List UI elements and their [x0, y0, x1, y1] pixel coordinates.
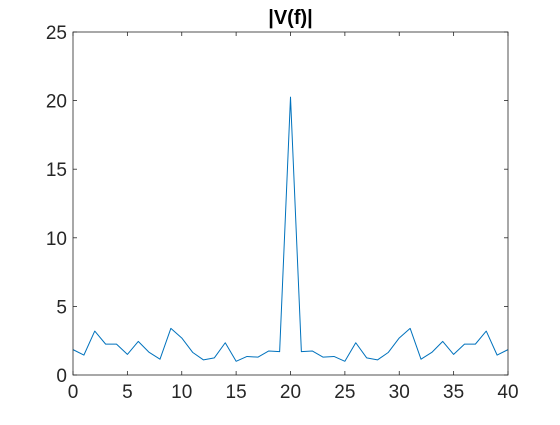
- x-tick-label: 0: [68, 382, 79, 403]
- y-tick-label: 20: [46, 92, 67, 113]
- series-line: [72, 96, 509, 362]
- x-axis: 0 5 10 15 20 25 30 35 40: [68, 32, 519, 403]
- x-tick-label: 10: [171, 382, 192, 403]
- x-tick-label: 5: [122, 382, 133, 403]
- x-tick-label: 20: [280, 382, 301, 403]
- x-tick-label: 15: [226, 382, 247, 403]
- x-tick-label: 35: [443, 382, 464, 403]
- plot-area: [73, 32, 508, 375]
- y-tick-label: 10: [46, 229, 67, 250]
- series-layer: [72, 96, 509, 362]
- x-tick-label: 40: [497, 382, 518, 403]
- y-tick-label: 0: [56, 366, 67, 387]
- y-axis: 0 5 10 15 20 25: [46, 23, 508, 387]
- y-tick-label: 25: [46, 23, 67, 44]
- chart-title: |V(f)|: [268, 7, 313, 29]
- y-tick-label: 15: [46, 160, 67, 181]
- x-tick-label: 25: [334, 382, 355, 403]
- y-tick-label: 5: [56, 297, 67, 318]
- x-tick-label: 30: [389, 382, 410, 403]
